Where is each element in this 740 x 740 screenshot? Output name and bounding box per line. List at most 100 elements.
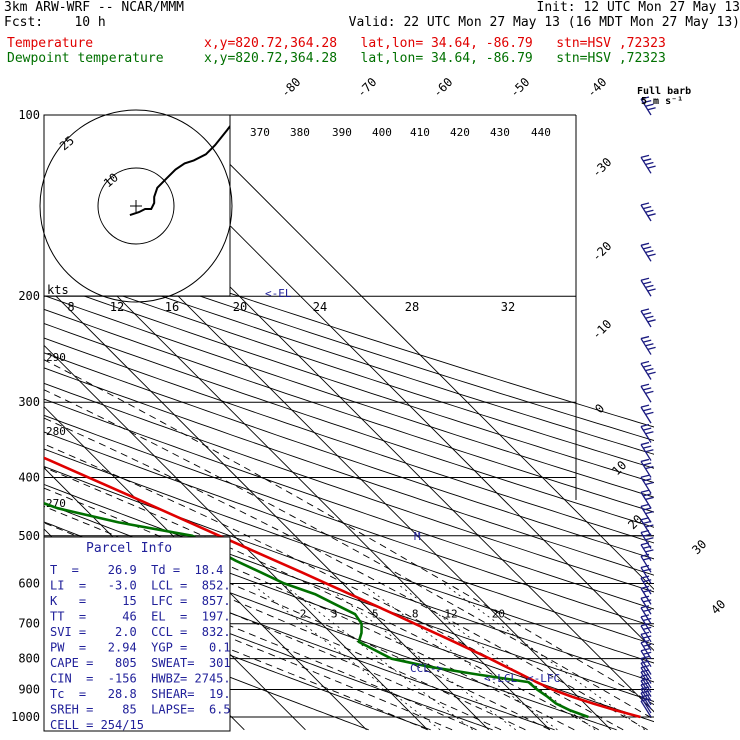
isotherm-label: -40 [584, 75, 609, 100]
wind-barb-staff [640, 426, 652, 443]
speed-tick-label: 8 [67, 300, 74, 314]
wind-barb-flag [640, 623, 650, 627]
moist-adiabat [44, 522, 526, 731]
wind-barb-title: Full barb [637, 86, 691, 97]
isotherm [44, 344, 428, 731]
wind-barb-staff [640, 519, 652, 537]
pressure-tick-label: 100 [18, 108, 40, 122]
isotherm [44, 222, 551, 731]
dry-adiabat [44, 268, 654, 469]
wind-barb-flag [640, 383, 650, 387]
wind-barb-flag [645, 315, 654, 319]
wind-barbs [640, 96, 656, 718]
wind-barb-staff [640, 675, 652, 693]
wind-barb-flag [640, 441, 650, 446]
wind-barb-flag [640, 458, 650, 463]
wind-barb-staff [640, 662, 652, 680]
wind-barb-flag [640, 242, 650, 246]
dry-adiabat [44, 398, 654, 610]
wind-barb-flag [640, 335, 650, 340]
wind-barb-flag [645, 466, 654, 470]
wind-barb-flag [640, 664, 650, 669]
wind-barb-flag [643, 408, 652, 412]
wind-barb-flag [640, 423, 650, 428]
wind-barb-staff [640, 544, 652, 562]
wind-barb-staff [640, 607, 652, 625]
wind-barb-flag [643, 493, 652, 497]
dry-adiabat [44, 382, 654, 593]
parcel-info-row: SVI = 2.0 CCL = 832. [50, 625, 231, 639]
moist-adiabat [44, 562, 453, 731]
pressure-tick-label: 600 [18, 576, 40, 590]
wind-barb-staff [640, 588, 652, 605]
wind-barb-flag [643, 246, 652, 250]
mixing-ratio-line [281, 583, 473, 731]
parcel-info-frame [43, 536, 231, 732]
wind-barb-flag [643, 626, 652, 631]
isotherm [44, 405, 367, 731]
isotherm-label: -70 [354, 75, 379, 100]
temperature-profile [44, 456, 641, 719]
theta-label: 420 [450, 126, 470, 139]
wind-barb-units: 5 m s⁻¹ [641, 96, 683, 107]
dry-adiabat [44, 603, 369, 731]
wind-barb-staff [640, 658, 652, 675]
wind-barb-staff [640, 625, 652, 643]
wind-barb-flag [645, 524, 654, 528]
isotherm [180, 115, 654, 590]
wind-barb-staff [640, 642, 652, 660]
mixing-ratio-label: 20 [492, 608, 505, 621]
isotherm-label: -10 [589, 317, 614, 342]
pressure-tick-label: 900 [18, 682, 40, 696]
dewpoint-legend-info: x,y=820.72,364.28 lat,lon= 34.64, -86.79… [204, 51, 666, 66]
isotherm-label: -30 [589, 155, 614, 180]
wind-barb-flag [645, 496, 654, 501]
wind-barb-flag [645, 209, 654, 213]
wind-barb-flag [645, 343, 654, 347]
wind-barb-staff [640, 667, 652, 684]
wind-barb-flag [645, 161, 654, 166]
wind-barb-flag [645, 390, 654, 395]
dry-adiabat [44, 242, 654, 441]
parcel-info-row: CELL = 254/15 [50, 718, 144, 732]
parcel-info-box: Parcel Info T = 26.9 Td = 18.4 LI = -3.0 L… [43, 536, 231, 732]
moist-adiabat [44, 359, 654, 706]
dry-adiabat [44, 281, 654, 484]
wind-barb-flag [643, 427, 652, 431]
wind-barb-flag [643, 478, 652, 482]
parcel-info-row: TT = 46 EL = 197. [50, 610, 231, 624]
wind-barb-flag [645, 249, 654, 254]
wind-barb-staff [640, 444, 652, 461]
annotation-m: M [414, 530, 421, 543]
isotherm-label: 0 [592, 401, 607, 416]
wind-barb-flag [643, 364, 652, 368]
dry-adiabat [44, 414, 654, 628]
parcel-info-row: CAPE = 805 SWEAT= 301 [50, 656, 231, 670]
annotation-lcl: <-LCL [484, 672, 517, 685]
wind-barb-flag [640, 585, 650, 590]
theta-label: 380 [290, 126, 310, 139]
isotherm-label: -50 [507, 75, 532, 100]
wind-barb-flag [643, 339, 652, 343]
wind-barb-flag [640, 277, 650, 281]
temperature-legend-info: x,y=820.72,364.28 lat,lon= 34.64, -86.79… [204, 36, 666, 51]
parcel-info-title: Parcel Info [86, 541, 172, 556]
dry-adiabat [44, 448, 654, 664]
speed-tick-label: 16 [165, 300, 179, 314]
wind-barb-flag [640, 614, 650, 618]
theta-label: 440 [531, 126, 551, 139]
wind-barb-flag [647, 288, 656, 292]
wind-barb-flag [643, 387, 652, 391]
dewpoint-legend-label: Dewpoint temperature [7, 51, 164, 66]
wind-barb-staff [640, 338, 652, 355]
dry-adiabat [44, 465, 654, 683]
dry-adiabat [44, 255, 654, 455]
wind-barb-flag [645, 549, 654, 553]
wind-barb-flag [640, 595, 650, 599]
dry-adiabat [44, 367, 654, 576]
dry-adiabat [44, 352, 654, 560]
wind-barb-staff [640, 671, 652, 689]
annotation-ccl: CCL-> [410, 662, 443, 675]
annotation-lfc: <-LFC [527, 672, 560, 685]
